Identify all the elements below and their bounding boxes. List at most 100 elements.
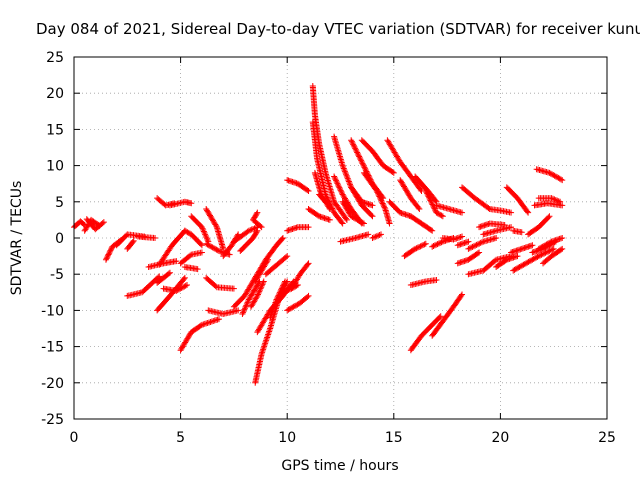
data-point <box>436 314 443 321</box>
data-point <box>305 224 312 231</box>
data-point <box>282 254 289 261</box>
data-point <box>525 258 532 265</box>
data-point <box>372 233 379 240</box>
data-point <box>559 235 566 241</box>
data-point <box>253 294 260 301</box>
data-point <box>243 300 250 307</box>
data-point <box>521 261 528 268</box>
data-point <box>354 149 361 156</box>
satellite-track <box>154 269 173 286</box>
data-point <box>352 145 359 152</box>
data-point <box>416 243 423 250</box>
data-point <box>258 282 265 289</box>
data-point <box>376 231 383 238</box>
data-point <box>437 211 444 218</box>
data-point <box>260 346 267 353</box>
data-point <box>415 204 422 211</box>
data-point <box>349 139 356 146</box>
data-point <box>104 252 111 259</box>
data-point <box>342 169 349 176</box>
y-tick-label: 20 <box>46 86 64 102</box>
data-point <box>524 208 531 215</box>
data-point <box>538 244 545 251</box>
data-point <box>380 201 387 208</box>
data-point <box>389 169 396 176</box>
data-point <box>285 306 292 313</box>
data-point <box>173 258 180 265</box>
data-point <box>260 278 267 285</box>
data-point <box>344 174 351 181</box>
data-point <box>559 177 566 184</box>
data-point <box>184 229 191 236</box>
data-point <box>262 338 269 345</box>
data-point <box>305 260 312 267</box>
data-point <box>520 261 527 268</box>
data-point <box>474 241 481 248</box>
data-point <box>279 289 286 296</box>
data-point <box>213 246 220 253</box>
satellite-track <box>510 227 525 236</box>
data-point <box>362 165 369 172</box>
satellite-track <box>181 263 201 273</box>
data-point <box>358 158 365 165</box>
satellite-track <box>203 240 233 258</box>
satellite-track <box>250 209 265 231</box>
data-point <box>473 241 480 248</box>
satellite-track <box>203 274 237 292</box>
data-point <box>491 257 498 264</box>
data-point <box>243 302 250 309</box>
data-point <box>439 213 446 220</box>
satellite-track <box>288 260 312 292</box>
data-point <box>199 225 206 232</box>
data-point <box>245 297 252 304</box>
data-point <box>335 183 342 190</box>
data-point <box>185 229 192 236</box>
data-point <box>247 227 254 234</box>
data-point <box>353 216 360 223</box>
y-tick-label: -10 <box>41 303 64 319</box>
data-point <box>261 341 268 348</box>
data-point <box>294 301 301 308</box>
satellite-track <box>358 137 397 176</box>
data-point <box>343 172 350 179</box>
data-point <box>197 322 204 329</box>
data-point <box>343 171 350 178</box>
y-tick-label: 15 <box>46 122 64 138</box>
data-point <box>539 251 546 258</box>
data-point <box>512 266 519 273</box>
data-point <box>375 190 382 197</box>
data-point <box>103 255 110 262</box>
data-point <box>416 206 423 213</box>
data-point <box>334 180 341 187</box>
data-point <box>374 189 381 196</box>
data-point <box>361 164 368 171</box>
data-point <box>355 217 362 224</box>
data-point <box>176 286 183 293</box>
data-point <box>203 234 210 241</box>
data-point <box>202 231 209 238</box>
data-point <box>546 247 553 254</box>
data-point <box>152 235 159 241</box>
data-point <box>280 282 287 289</box>
data-point <box>178 284 185 291</box>
data-point <box>380 203 387 210</box>
data-point <box>559 245 566 252</box>
data-point <box>511 266 518 273</box>
data-point <box>348 138 355 145</box>
data-point <box>183 228 190 235</box>
satellite-track <box>134 233 159 241</box>
y-tick-label: -20 <box>41 376 64 392</box>
data-point <box>485 205 492 212</box>
satellite-track <box>239 278 263 318</box>
data-point <box>476 249 483 256</box>
data-point <box>198 224 205 231</box>
data-point <box>546 169 553 176</box>
x-tick-label: 10 <box>278 430 296 446</box>
data-point <box>259 347 266 354</box>
data-point <box>431 205 438 212</box>
satellite-track <box>486 206 515 216</box>
satellite-track <box>188 213 212 245</box>
data-markers <box>71 82 566 386</box>
data-point <box>338 219 345 226</box>
